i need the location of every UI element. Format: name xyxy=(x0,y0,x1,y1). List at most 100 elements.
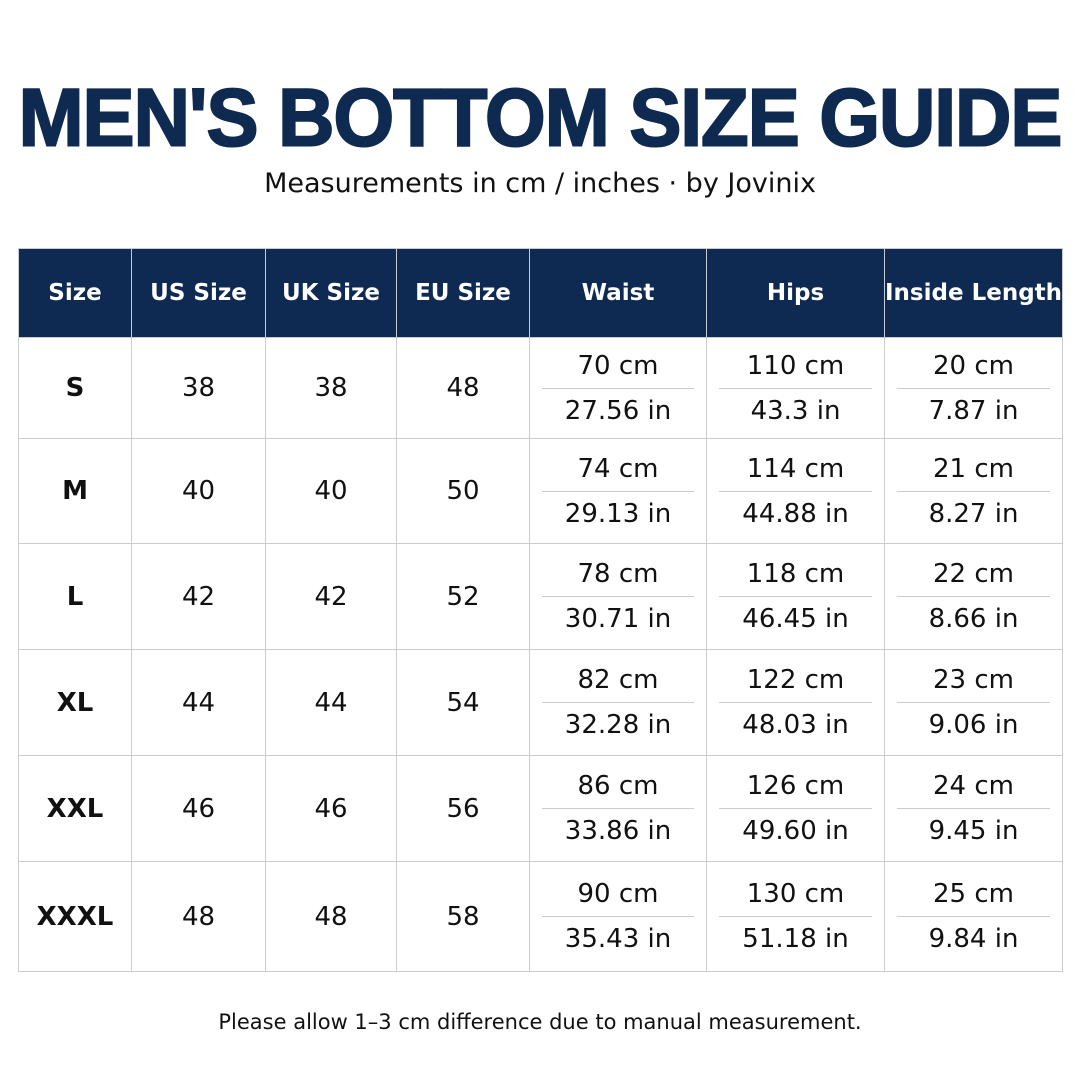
imperial-value: 51.18 in xyxy=(742,924,849,954)
size-value: 48 xyxy=(265,861,397,972)
measurement-pair: 130 cm 51.18 in xyxy=(707,872,884,961)
measurement-cell: 90 cm 35.43 in xyxy=(529,861,707,972)
imperial-value: 46.45 in xyxy=(742,604,849,634)
measurement-cell: 130 cm 51.18 in xyxy=(706,861,885,972)
metric-value: 90 cm xyxy=(542,872,694,917)
metric-value: 70 cm xyxy=(542,344,694,389)
imperial-value: 43.3 in xyxy=(750,395,841,426)
table-row: M 40 40 50 74 cm 29.13 in 114 cm 44.88 in 21 cm 8… xyxy=(18,438,1063,544)
imperial-value: 9.84 in xyxy=(928,924,1019,954)
measurement-cell: 126 cm 49.60 in xyxy=(706,755,885,862)
measurement-pair: 118 cm 46.45 in xyxy=(707,552,884,641)
table-row: XXL 46 46 56 86 cm 33.86 in 126 cm 49.60 in 24 c… xyxy=(18,755,1063,862)
size-value: 42 xyxy=(131,543,266,650)
measurement-pair: 82 cm 32.28 in xyxy=(530,658,706,747)
metric-value: 126 cm xyxy=(719,764,872,809)
imperial-value: 35.43 in xyxy=(564,924,672,954)
imperial-value: 27.56 in xyxy=(564,395,672,426)
imperial-value: 32.28 in xyxy=(564,710,672,740)
size-value: 56 xyxy=(396,755,530,862)
measurement-pair: 70 cm 27.56 in xyxy=(530,344,706,433)
measurement-cell: 118 cm 46.45 in xyxy=(706,543,885,650)
metric-value: 82 cm xyxy=(542,658,694,703)
column-header: US Size xyxy=(131,248,266,338)
imperial-value: 33.86 in xyxy=(564,816,672,846)
imperial-value: 48.03 in xyxy=(742,710,849,740)
metric-value: 20 cm xyxy=(897,344,1050,389)
size-label: XL xyxy=(18,649,132,756)
measurement-cell: 24 cm 9.45 in xyxy=(884,755,1063,862)
size-value: 46 xyxy=(265,755,397,862)
metric-value: 74 cm xyxy=(542,447,694,492)
metric-value: 23 cm xyxy=(897,658,1050,703)
size-value: 48 xyxy=(396,337,530,439)
measurement-cell: 25 cm 9.84 in xyxy=(884,861,1063,972)
measurement-pair: 126 cm 49.60 in xyxy=(707,764,884,853)
size-value: 46 xyxy=(131,755,266,862)
imperial-value: 9.45 in xyxy=(928,816,1019,846)
measurement-cell: 110 cm 43.3 in xyxy=(706,337,885,439)
measurement-pair: 114 cm 44.88 in xyxy=(707,447,884,536)
metric-value: 21 cm xyxy=(897,447,1050,492)
title: MEN'S BOTTOM SIZE GUIDE xyxy=(18,70,1064,164)
column-header: EU Size xyxy=(396,248,530,338)
measurement-cell: 22 cm 8.66 in xyxy=(884,543,1063,650)
size-value: 40 xyxy=(131,438,266,544)
measurement-pair: 23 cm 9.06 in xyxy=(885,658,1062,747)
header-row: Size US Size UK Size EU Size Waist Hips Inside… xyxy=(18,248,1063,338)
size-value: 38 xyxy=(131,337,266,439)
size-value: 44 xyxy=(131,649,266,756)
column-header: Waist xyxy=(529,248,707,338)
size-value: 54 xyxy=(396,649,530,756)
table-row: XL 44 44 54 82 cm 32.28 in 122 cm 48.03 in 23 cm… xyxy=(18,649,1063,756)
column-header: UK Size xyxy=(265,248,397,338)
measurement-cell: 20 cm 7.87 in xyxy=(884,337,1063,439)
size-value: 52 xyxy=(396,543,530,650)
column-header: Inside Length xyxy=(884,248,1063,338)
size-value: 58 xyxy=(396,861,530,972)
measurement-pair: 86 cm 33.86 in xyxy=(530,764,706,853)
measurement-cell: 74 cm 29.13 in xyxy=(529,438,707,544)
table-row: XXXL 48 48 58 90 cm 35.43 in 130 cm 51.18 in 25 … xyxy=(18,861,1063,972)
size-label: XXXL xyxy=(18,861,132,972)
measurement-pair: 24 cm 9.45 in xyxy=(885,764,1062,853)
measurement-cell: 23 cm 9.06 in xyxy=(884,649,1063,756)
metric-value: 25 cm xyxy=(897,872,1050,917)
size-label: S xyxy=(18,337,132,439)
metric-value: 22 cm xyxy=(897,552,1050,597)
metric-value: 114 cm xyxy=(719,447,872,492)
measurement-pair: 22 cm 8.66 in xyxy=(885,552,1062,641)
size-label: L xyxy=(18,543,132,650)
measurement-cell: 82 cm 32.28 in xyxy=(529,649,707,756)
measurement-pair: 90 cm 35.43 in xyxy=(530,872,706,961)
measurement-pair: 74 cm 29.13 in xyxy=(530,447,706,536)
imperial-value: 9.06 in xyxy=(928,710,1019,740)
imperial-value: 44.88 in xyxy=(742,498,849,529)
size-value: 38 xyxy=(265,337,397,439)
column-header: Size xyxy=(18,248,132,338)
size-label: XXL xyxy=(18,755,132,862)
metric-value: 130 cm xyxy=(719,872,872,917)
column-header: Hips xyxy=(706,248,885,338)
measurement-cell: 21 cm 8.27 in xyxy=(884,438,1063,544)
table-row: S 38 38 48 70 cm 27.56 in 110 cm 43.3 in 20 cm 7.… xyxy=(18,337,1063,439)
imperial-value: 49.60 in xyxy=(742,816,849,846)
size-value: 50 xyxy=(396,438,530,544)
size-value: 42 xyxy=(265,543,397,650)
table-body: S 38 38 48 70 cm 27.56 in 110 cm 43.3 in 20 cm 7.… xyxy=(18,337,1063,972)
measurement-pair: 78 cm 30.71 in xyxy=(530,552,706,641)
imperial-value: 30.71 in xyxy=(564,604,672,634)
subtitle: Measurements in cm / inches · by Jovinix xyxy=(264,168,816,199)
metric-value: 122 cm xyxy=(719,658,872,703)
measurement-pair: 20 cm 7.87 in xyxy=(885,344,1062,433)
size-value: 44 xyxy=(265,649,397,756)
measurement-pair: 21 cm 8.27 in xyxy=(885,447,1062,536)
metric-value: 24 cm xyxy=(897,764,1050,809)
footnote: Please allow 1–3 cm difference due to ma… xyxy=(218,1010,862,1034)
metric-value: 78 cm xyxy=(542,552,694,597)
metric-value: 110 cm xyxy=(719,344,872,389)
metric-value: 86 cm xyxy=(542,764,694,809)
measurement-cell: 86 cm 33.86 in xyxy=(529,755,707,862)
